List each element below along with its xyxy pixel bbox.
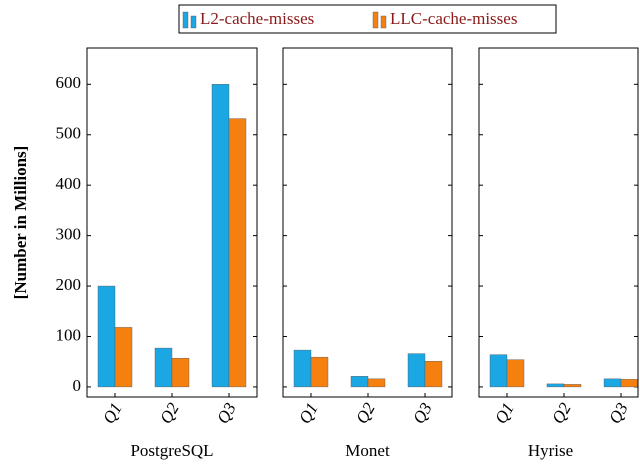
plot-frame: [478, 47, 639, 398]
y-tick-label: 600: [56, 73, 82, 92]
bar: [293, 349, 312, 388]
legend-swatch: [372, 11, 379, 29]
y-tick-label: 0: [73, 376, 82, 395]
bar: [620, 379, 639, 388]
plot-frame: [86, 47, 258, 398]
x-tick-label: Q1: [99, 399, 126, 426]
bar: [546, 383, 565, 388]
bar: [489, 354, 508, 388]
y-tick-label: 200: [56, 275, 82, 294]
y-tick-label: 300: [56, 225, 82, 244]
y-tick-label: 500: [56, 124, 82, 143]
bar: [154, 347, 173, 388]
bar: [563, 384, 582, 388]
bar: [228, 118, 247, 388]
bar: [506, 359, 525, 388]
x-axis-label: Hyrise: [528, 441, 573, 460]
legend-swatch: [190, 15, 197, 29]
bar: [310, 356, 329, 388]
x-tick-label: Q1: [295, 399, 322, 426]
x-tick-label: Q2: [352, 399, 379, 427]
y-tick-label: 100: [56, 325, 82, 344]
bar: [114, 327, 133, 388]
bar: [424, 360, 443, 388]
x-axis-label: Monet: [345, 441, 390, 460]
legend-swatch: [380, 15, 387, 29]
x-tick-label: Q3: [213, 399, 240, 426]
y-axis-label: [Number in Millions]: [11, 146, 30, 300]
x-tick-label: Q1: [491, 399, 518, 426]
bar: [350, 376, 369, 388]
plot-frame: [282, 47, 453, 398]
x-tick-label: Q3: [605, 399, 632, 426]
x-tick-label: Q3: [409, 399, 436, 426]
bar: [603, 378, 622, 388]
bar: [407, 353, 426, 388]
bar: [171, 357, 190, 388]
bar: [211, 84, 230, 388]
legend-box: [178, 4, 557, 34]
legend-swatch: [182, 11, 189, 29]
y-tick-label: 400: [56, 174, 82, 193]
x-tick-label: Q2: [548, 399, 575, 427]
bar: [97, 285, 116, 388]
legend-label: LLC-cache-misses: [390, 9, 517, 28]
legend-label: L2-cache-misses: [200, 9, 314, 28]
bar: [367, 378, 386, 388]
x-tick-label: Q2: [156, 399, 183, 427]
x-axis-label: PostgreSQL: [130, 441, 213, 460]
